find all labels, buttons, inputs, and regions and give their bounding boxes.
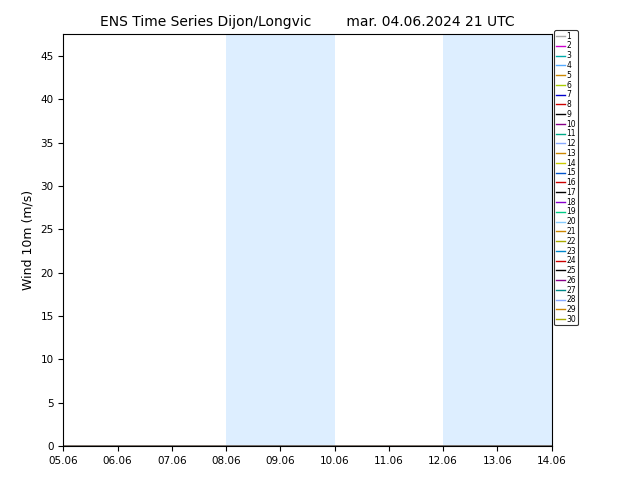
Title: ENS Time Series Dijon/Longvic        mar. 04.06.2024 21 UTC: ENS Time Series Dijon/Longvic mar. 04.06… bbox=[100, 15, 515, 29]
Bar bbox=[443, 34, 552, 446]
Bar bbox=[226, 34, 335, 446]
Y-axis label: Wind 10m (m/s): Wind 10m (m/s) bbox=[22, 190, 35, 290]
Legend: 1, 2, 3, 4, 5, 6, 7, 8, 9, 10, 11, 12, 13, 14, 15, 16, 17, 18, 19, 20, 21, 22, 2: 1, 2, 3, 4, 5, 6, 7, 8, 9, 10, 11, 12, 1… bbox=[554, 30, 578, 325]
